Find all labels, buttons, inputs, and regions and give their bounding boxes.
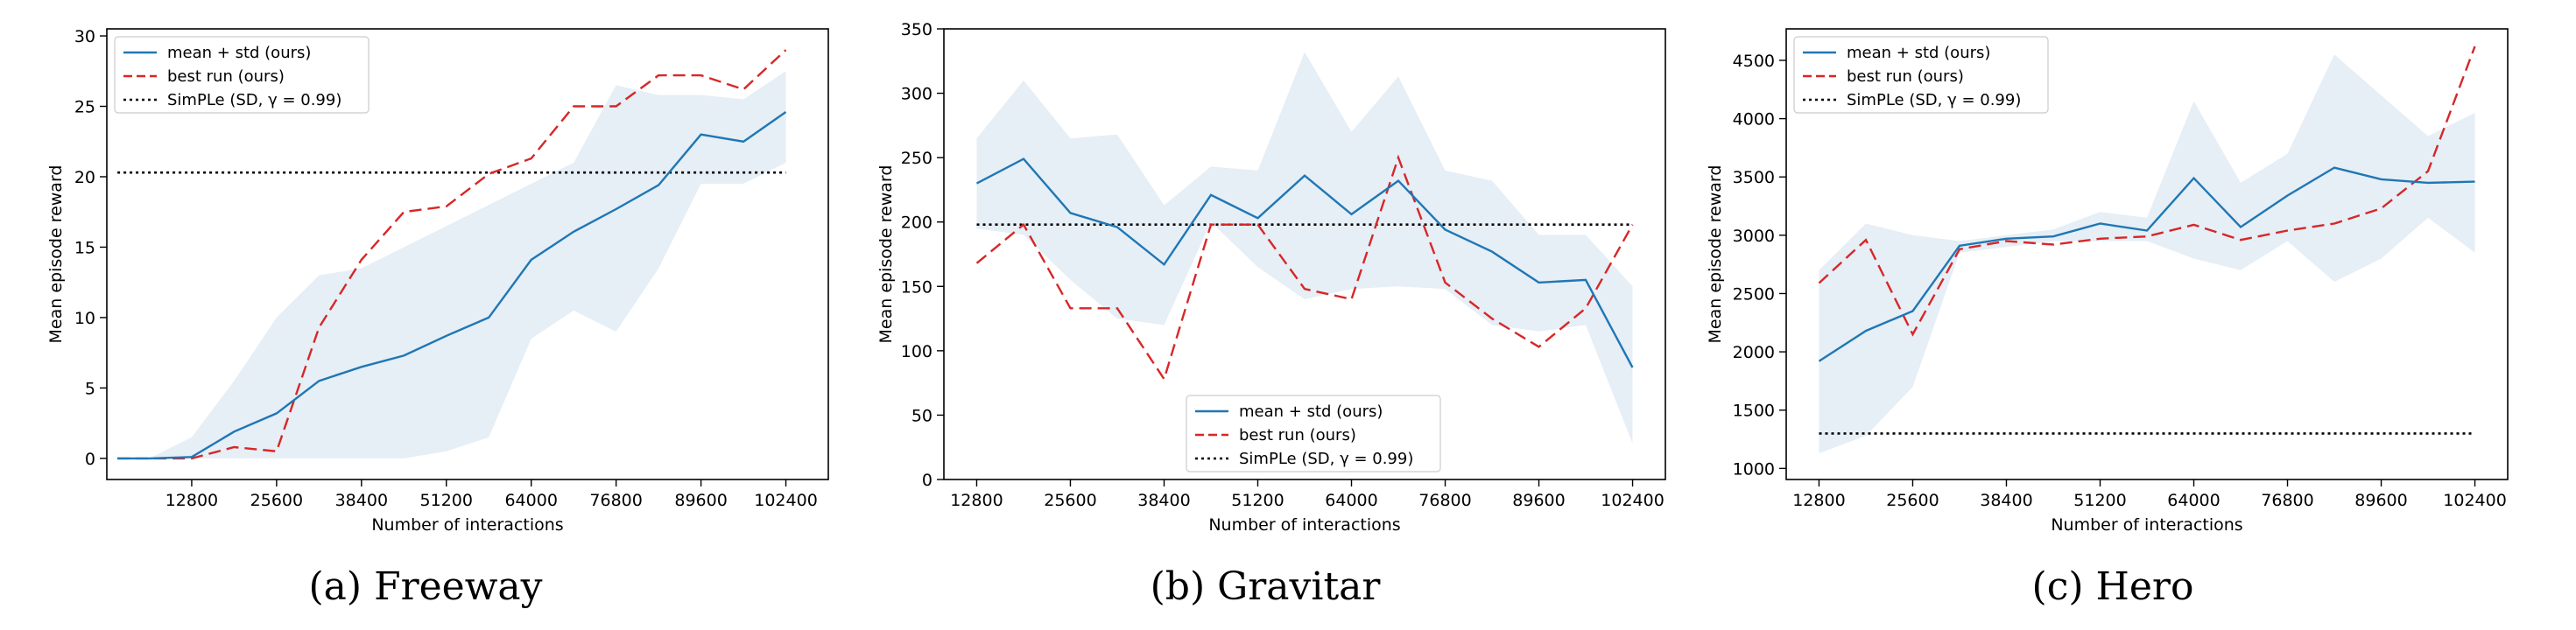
plot-frame [943,28,1666,480]
series-line-best-run [975,154,1634,382]
x-tick-label: 38400 [1980,491,2032,510]
std-band [1819,54,2475,454]
y-tick-label: 200 [901,214,933,233]
y-axis-label: Mean episode reward [1706,165,1725,344]
y-tick-label: 0 [922,471,933,490]
chart-panel: 12800 25600 38400 51200 64000 76800 89600 10240… [46,27,829,609]
x-tick-label: 12800 [950,491,1003,510]
x-tick-label: 64000 [1325,491,1377,510]
x-tick-label: 51200 [420,491,473,510]
y-tick-label: 4500 [1733,52,1775,71]
series-line-best-run [117,49,787,460]
legend-label: mean + std (ours) [1847,44,1990,62]
x-tick-label: 102400 [1601,491,1665,510]
y-tick-label: 100 [901,342,933,361]
x-tick-label: 25600 [1044,491,1096,510]
y-tick-label: 1500 [1733,402,1775,421]
y-tick-label: 3500 [1733,168,1775,187]
y-tick-label: 25 [74,98,95,117]
y-tick-label: 5 [85,379,95,398]
y-tick-label: 15 [74,238,95,257]
plot-frame [106,28,829,480]
chart-panel: 12800 25600 38400 51200 64000 76800 89600 10240… [1706,28,2509,609]
std-band [117,71,786,458]
legend-label: SimPLe (SD, γ = 0.99) [167,91,341,109]
y-tick-label: 10 [74,309,95,328]
series-line-mean [1818,166,2475,362]
y-tick-label: 350 [901,20,933,39]
legend: mean + std (ours) best run (ours) SimPLe (… [114,36,370,114]
y-tick-label: 250 [901,149,933,168]
x-tick-label: 89600 [674,491,727,510]
legend-label: best run (ours) [167,67,285,86]
legend-label: best run (ours) [1847,67,1964,86]
subfigure-caption: (c) Hero [2032,564,2194,609]
y-tick-label: 4000 [1733,110,1775,130]
legend-label: SimPLe (SD, γ = 0.99) [1847,91,2021,109]
series-line-mean [975,158,1634,368]
x-tick-label: 89600 [1512,491,1565,510]
subfigure-caption: (b) Gravitar [1151,564,1382,609]
plot-frame [1785,28,2509,480]
x-axis-label: Number of interactions [2051,515,2242,535]
series-line-mean [117,111,787,460]
series-line-best-run [1818,46,2476,337]
y-axis-label: Mean episode reward [46,165,66,344]
legend-box [1793,36,2049,114]
y-tick-label: 300 [901,85,933,104]
y-tick-label: 20 [74,168,95,187]
legend-box [114,36,370,114]
legend-label: mean + std (ours) [1239,402,1383,421]
x-tick-label: 89600 [2354,491,2407,510]
x-axis-label: Number of interactions [1208,515,1400,535]
legend-label: best run (ours) [1239,426,1356,444]
x-axis-label: Number of interactions [371,515,563,535]
x-tick-label: 64000 [2167,491,2220,510]
y-tick-label: 3000 [1733,227,1775,246]
x-tick-label: 12800 [165,491,218,510]
std-band [976,52,1633,444]
legend-label: SimPLe (SD, γ = 0.99) [1239,450,1413,468]
y-tick-label: 30 [74,27,95,46]
x-tick-label: 102400 [2443,491,2507,510]
x-tick-label: 76800 [2261,491,2313,510]
y-tick-label: 2000 [1733,343,1775,362]
x-tick-label: 51200 [1231,491,1284,510]
x-tick-label: 64000 [504,491,557,510]
legend-label: mean + std (ours) [167,44,311,62]
legend: mean + std (ours) best run (ours) SimPLe (… [1793,36,2049,114]
x-tick-label: 12800 [1792,491,1845,510]
y-tick-label: 50 [911,406,933,425]
y-tick-label: 1000 [1733,459,1775,479]
legend-box [1186,395,1441,472]
chart-panel: 12800 25600 38400 51200 64000 76800 89600 10240… [876,20,1666,609]
x-tick-label: 38400 [1137,491,1190,510]
y-tick-label: 150 [901,277,933,297]
legend: mean + std (ours) best run (ours) SimPLe (… [1186,395,1441,472]
y-tick-label: 2500 [1733,284,1775,304]
x-tick-label: 38400 [335,491,388,510]
x-tick-label: 51200 [2073,491,2126,510]
x-tick-label: 25600 [1886,491,1939,510]
y-tick-label: 0 [85,450,95,469]
y-axis-label: Mean episode reward [876,165,896,344]
subfigure-caption: (a) Freeway [309,564,543,609]
x-tick-label: 25600 [250,491,303,510]
x-tick-label: 102400 [754,491,818,510]
x-tick-label: 76800 [1418,491,1471,510]
x-tick-label: 76800 [589,491,642,510]
